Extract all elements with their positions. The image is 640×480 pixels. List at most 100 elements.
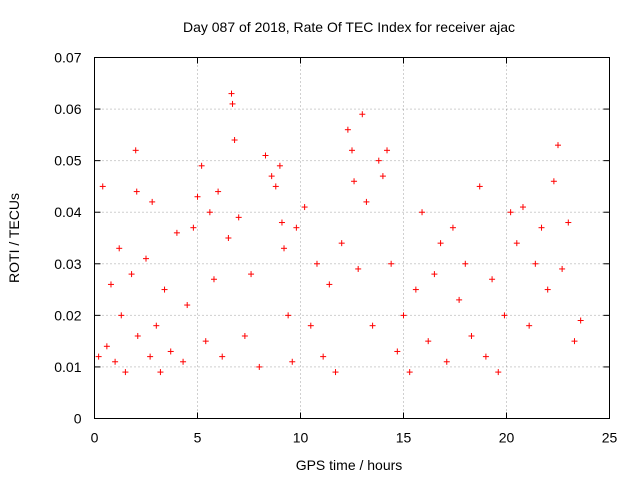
data-point xyxy=(532,260,539,267)
data-point xyxy=(153,322,160,329)
data-point xyxy=(133,188,140,195)
data-point xyxy=(550,178,557,185)
data-point xyxy=(363,198,370,205)
data-point xyxy=(301,204,308,211)
data-point xyxy=(202,338,209,345)
data-point xyxy=(173,229,180,236)
x-tick-label: 10 xyxy=(293,430,309,446)
data-points xyxy=(95,90,584,376)
data-point xyxy=(219,353,226,360)
data-point xyxy=(326,281,333,288)
y-tick-label: 0.06 xyxy=(54,101,81,117)
data-point xyxy=(332,369,339,376)
data-point xyxy=(149,198,156,205)
data-point xyxy=(456,296,463,303)
data-point xyxy=(482,353,489,360)
data-point xyxy=(190,224,197,231)
x-tick-labels: 0 5 10 15 20 25 xyxy=(91,430,618,446)
data-point xyxy=(206,209,213,216)
x-tick-label: 20 xyxy=(499,430,515,446)
data-point xyxy=(276,162,283,169)
y-tick-labels: 0 0.01 0.02 0.03 0.04 0.05 0.06 0.07 xyxy=(54,50,81,427)
data-point xyxy=(180,358,187,365)
data-point xyxy=(272,183,279,190)
data-point xyxy=(210,276,217,283)
data-point xyxy=(320,353,327,360)
data-point xyxy=(406,369,413,376)
data-point xyxy=(468,332,475,339)
x-tick-label: 5 xyxy=(194,430,202,446)
data-point xyxy=(565,219,572,226)
data-point xyxy=(231,137,238,144)
x-tick-label: 25 xyxy=(602,430,618,446)
data-point xyxy=(538,224,545,231)
data-point xyxy=(559,265,566,272)
data-point xyxy=(293,224,300,231)
data-point xyxy=(501,312,508,319)
data-point xyxy=(462,260,469,267)
y-tick-label: 0.04 xyxy=(54,204,81,220)
data-point xyxy=(229,100,236,107)
data-point xyxy=(544,286,551,293)
data-point xyxy=(268,173,275,180)
data-point xyxy=(507,209,514,216)
data-point xyxy=(555,142,561,149)
data-point xyxy=(349,147,355,154)
data-point xyxy=(235,214,242,221)
data-point xyxy=(256,363,263,370)
y-tick-label: 0.02 xyxy=(54,307,81,323)
data-point xyxy=(278,219,285,226)
data-point xyxy=(489,276,496,283)
data-point xyxy=(400,312,407,319)
data-point xyxy=(228,90,235,97)
data-point xyxy=(118,312,125,319)
data-point xyxy=(103,343,110,350)
data-point xyxy=(147,353,154,360)
data-point xyxy=(225,235,232,241)
data-point xyxy=(394,348,401,355)
y-tick-label: 0 xyxy=(74,411,82,427)
data-point xyxy=(369,322,376,329)
data-point xyxy=(107,281,114,288)
grid-lines xyxy=(94,57,610,419)
data-point xyxy=(526,322,533,329)
axis-ticks xyxy=(94,57,610,419)
data-point xyxy=(344,126,351,133)
data-point xyxy=(449,224,456,231)
data-point xyxy=(112,358,119,365)
data-point xyxy=(425,338,432,345)
data-point xyxy=(313,260,320,267)
x-tick-label: 0 xyxy=(91,430,99,446)
data-point xyxy=(116,245,123,252)
x-axis-label: GPS time / hours xyxy=(296,457,403,473)
y-axis-label: ROTI / TECUs xyxy=(6,193,22,283)
data-point xyxy=(495,369,502,376)
data-point xyxy=(443,358,450,365)
data-point xyxy=(519,204,526,211)
x-tick-label: 15 xyxy=(396,430,412,446)
data-point xyxy=(99,183,106,190)
data-point xyxy=(184,302,191,309)
data-point xyxy=(143,255,149,262)
y-tick-label: 0.03 xyxy=(54,256,81,272)
data-point xyxy=(419,209,426,216)
data-point xyxy=(241,332,248,339)
data-point xyxy=(167,348,174,355)
data-point xyxy=(215,188,222,195)
data-point xyxy=(248,271,255,278)
data-point xyxy=(379,173,386,180)
data-point xyxy=(281,245,288,252)
data-point xyxy=(577,317,584,324)
plot-frame xyxy=(94,57,610,419)
data-point xyxy=(289,358,296,365)
data-point xyxy=(384,147,391,154)
data-point xyxy=(285,312,292,319)
data-point xyxy=(134,332,141,339)
data-point xyxy=(513,240,520,247)
data-point xyxy=(262,152,269,159)
y-tick-label: 0.01 xyxy=(54,359,81,375)
data-point xyxy=(307,322,314,329)
data-point xyxy=(571,338,578,345)
data-point xyxy=(194,193,201,200)
